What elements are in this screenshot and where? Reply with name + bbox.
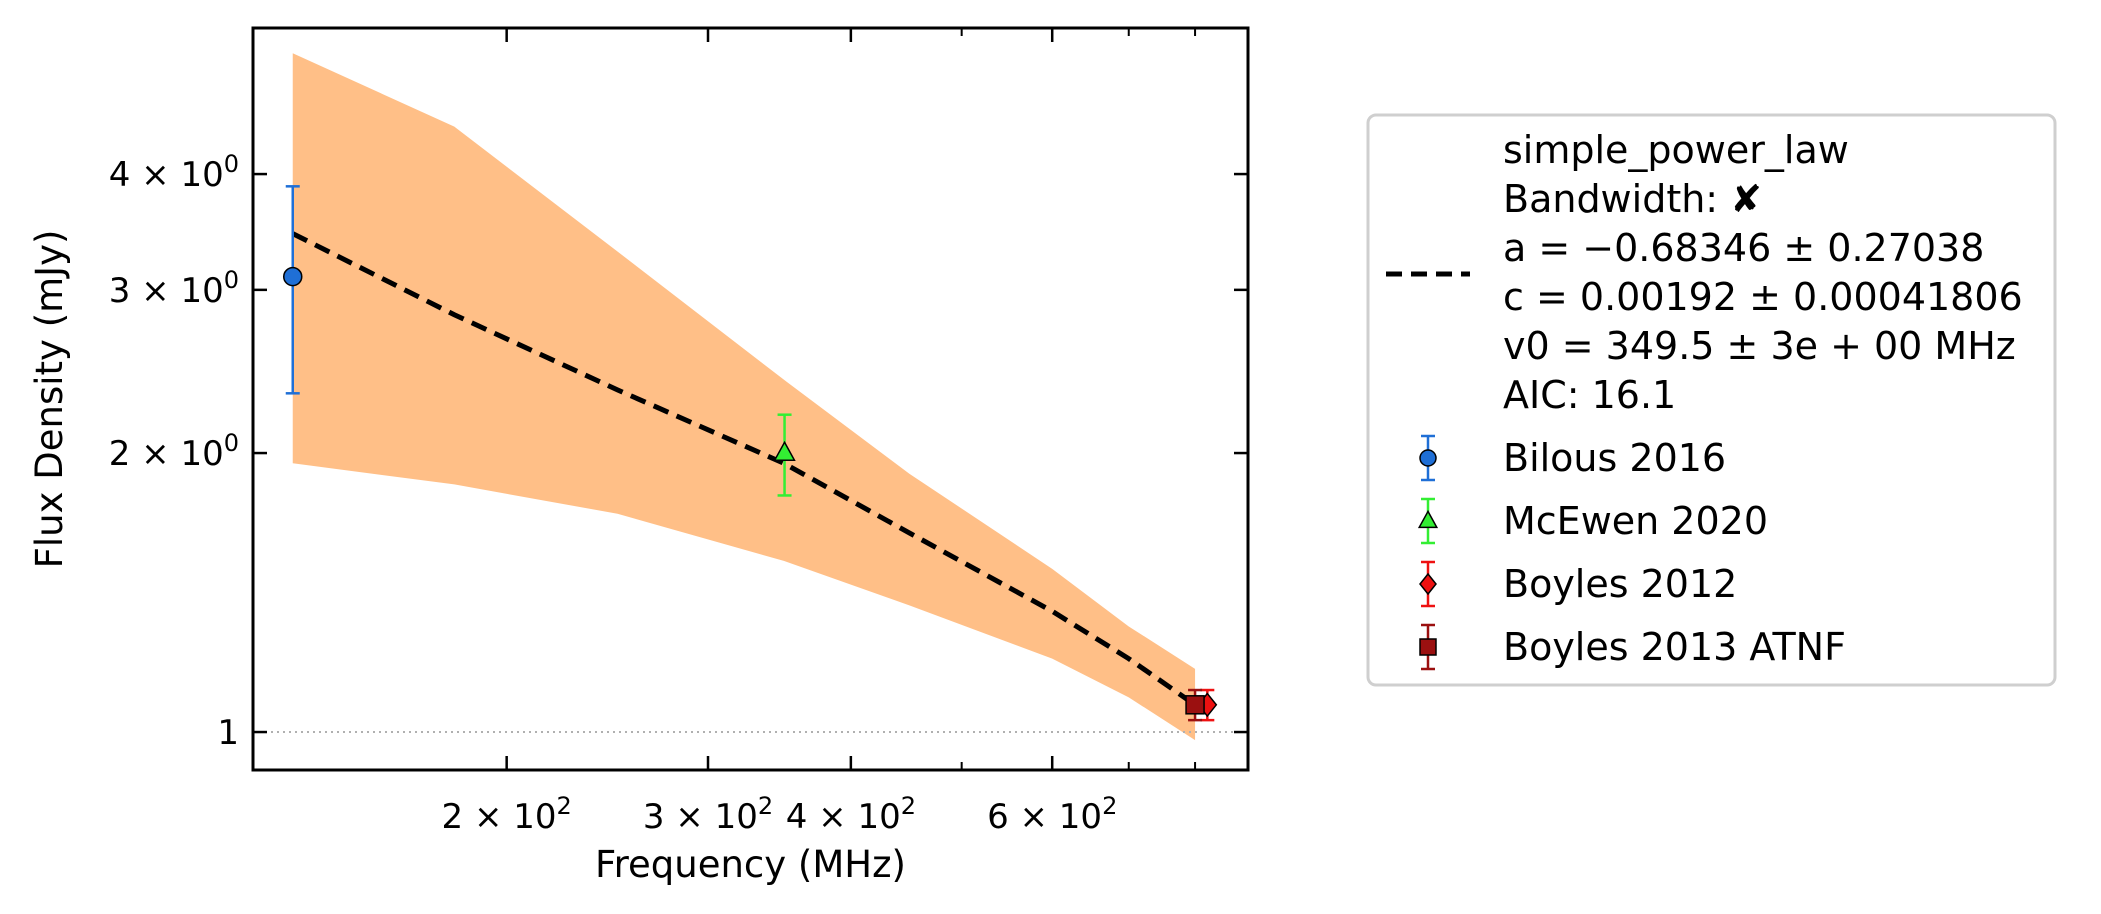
legend-entry-2: Boyles 2012 [1419,560,1737,608]
legend-fit-line-5: AIC: 16.1 [1503,373,1676,417]
x-axis-label: Frequency (MHz) [595,843,906,886]
legend-fit-line-2: a = −0.68346 ± 0.27038 [1503,226,1984,270]
y-tick-label-1: 2 × 100 [109,429,239,474]
axes: 2 × 102 3 × 102 4 × 102 6 × 102 1 2 × 100 3 × … [109,26,1250,837]
legend-marker-1 [1417,509,1439,529]
legend-fit-line-0: simple_power_law [1503,128,1849,172]
marker-series-3-0 [1185,695,1205,715]
legend-marker-3 [1419,638,1437,656]
y-tick-label-0: 1 [217,713,239,753]
legend-fit-line-1: Bandwidth: ✘ [1503,177,1762,221]
data-point-series-0-0 [282,185,303,395]
y-tick-label-2: 3 × 100 [109,266,239,311]
y-tick-label-3: 4 × 100 [109,150,239,195]
legend-fit-line-4: v0 = 349.5 ± 3e + 00 MHz [1503,324,2016,368]
plot-contents [253,53,1248,741]
x-tick-label-3: 6 × 102 [987,792,1117,837]
legend-entry-3: Boyles 2013 ATNF [1419,623,1846,671]
fit-line [291,231,1197,707]
legend-entry-0: Bilous 2016 [1419,434,1726,482]
error-bar-series-0-0 [285,185,300,395]
y-axis-label: Flux Density (mJy) [28,230,71,569]
marker-series-1-0 [773,440,796,462]
legend-label-2: Boyles 2012 [1503,562,1737,606]
legend-fit-line-3: c = 0.00192 ± 0.00041806 [1503,275,2023,319]
x-tick-label-0: 2 × 102 [442,792,572,837]
data-point-series-3-0 [1185,688,1205,722]
marker-series-0-0 [282,266,303,287]
legend-box [1366,113,2057,687]
legend-marker-0 [1419,449,1437,467]
data-point-series-1-0 [773,413,796,497]
legend-label-0: Bilous 2016 [1503,436,1726,480]
x-tick-label-1: 3 × 102 [643,792,773,837]
fit-confidence-band [292,53,1196,741]
legend: simple_power_law Bandwidth: ✘ a = −0.68346… [1366,113,2057,687]
legend-marker-2 [1419,572,1437,596]
plot-area [253,53,1248,741]
legend-label-3: Boyles 2013 ATNF [1503,625,1846,669]
legend-label-1: McEwen 2020 [1503,499,1768,543]
legend-entry-1: McEwen 2020 [1417,497,1768,545]
plot-frame [251,26,1250,772]
x-tick-label-2: 4 × 102 [786,792,916,837]
